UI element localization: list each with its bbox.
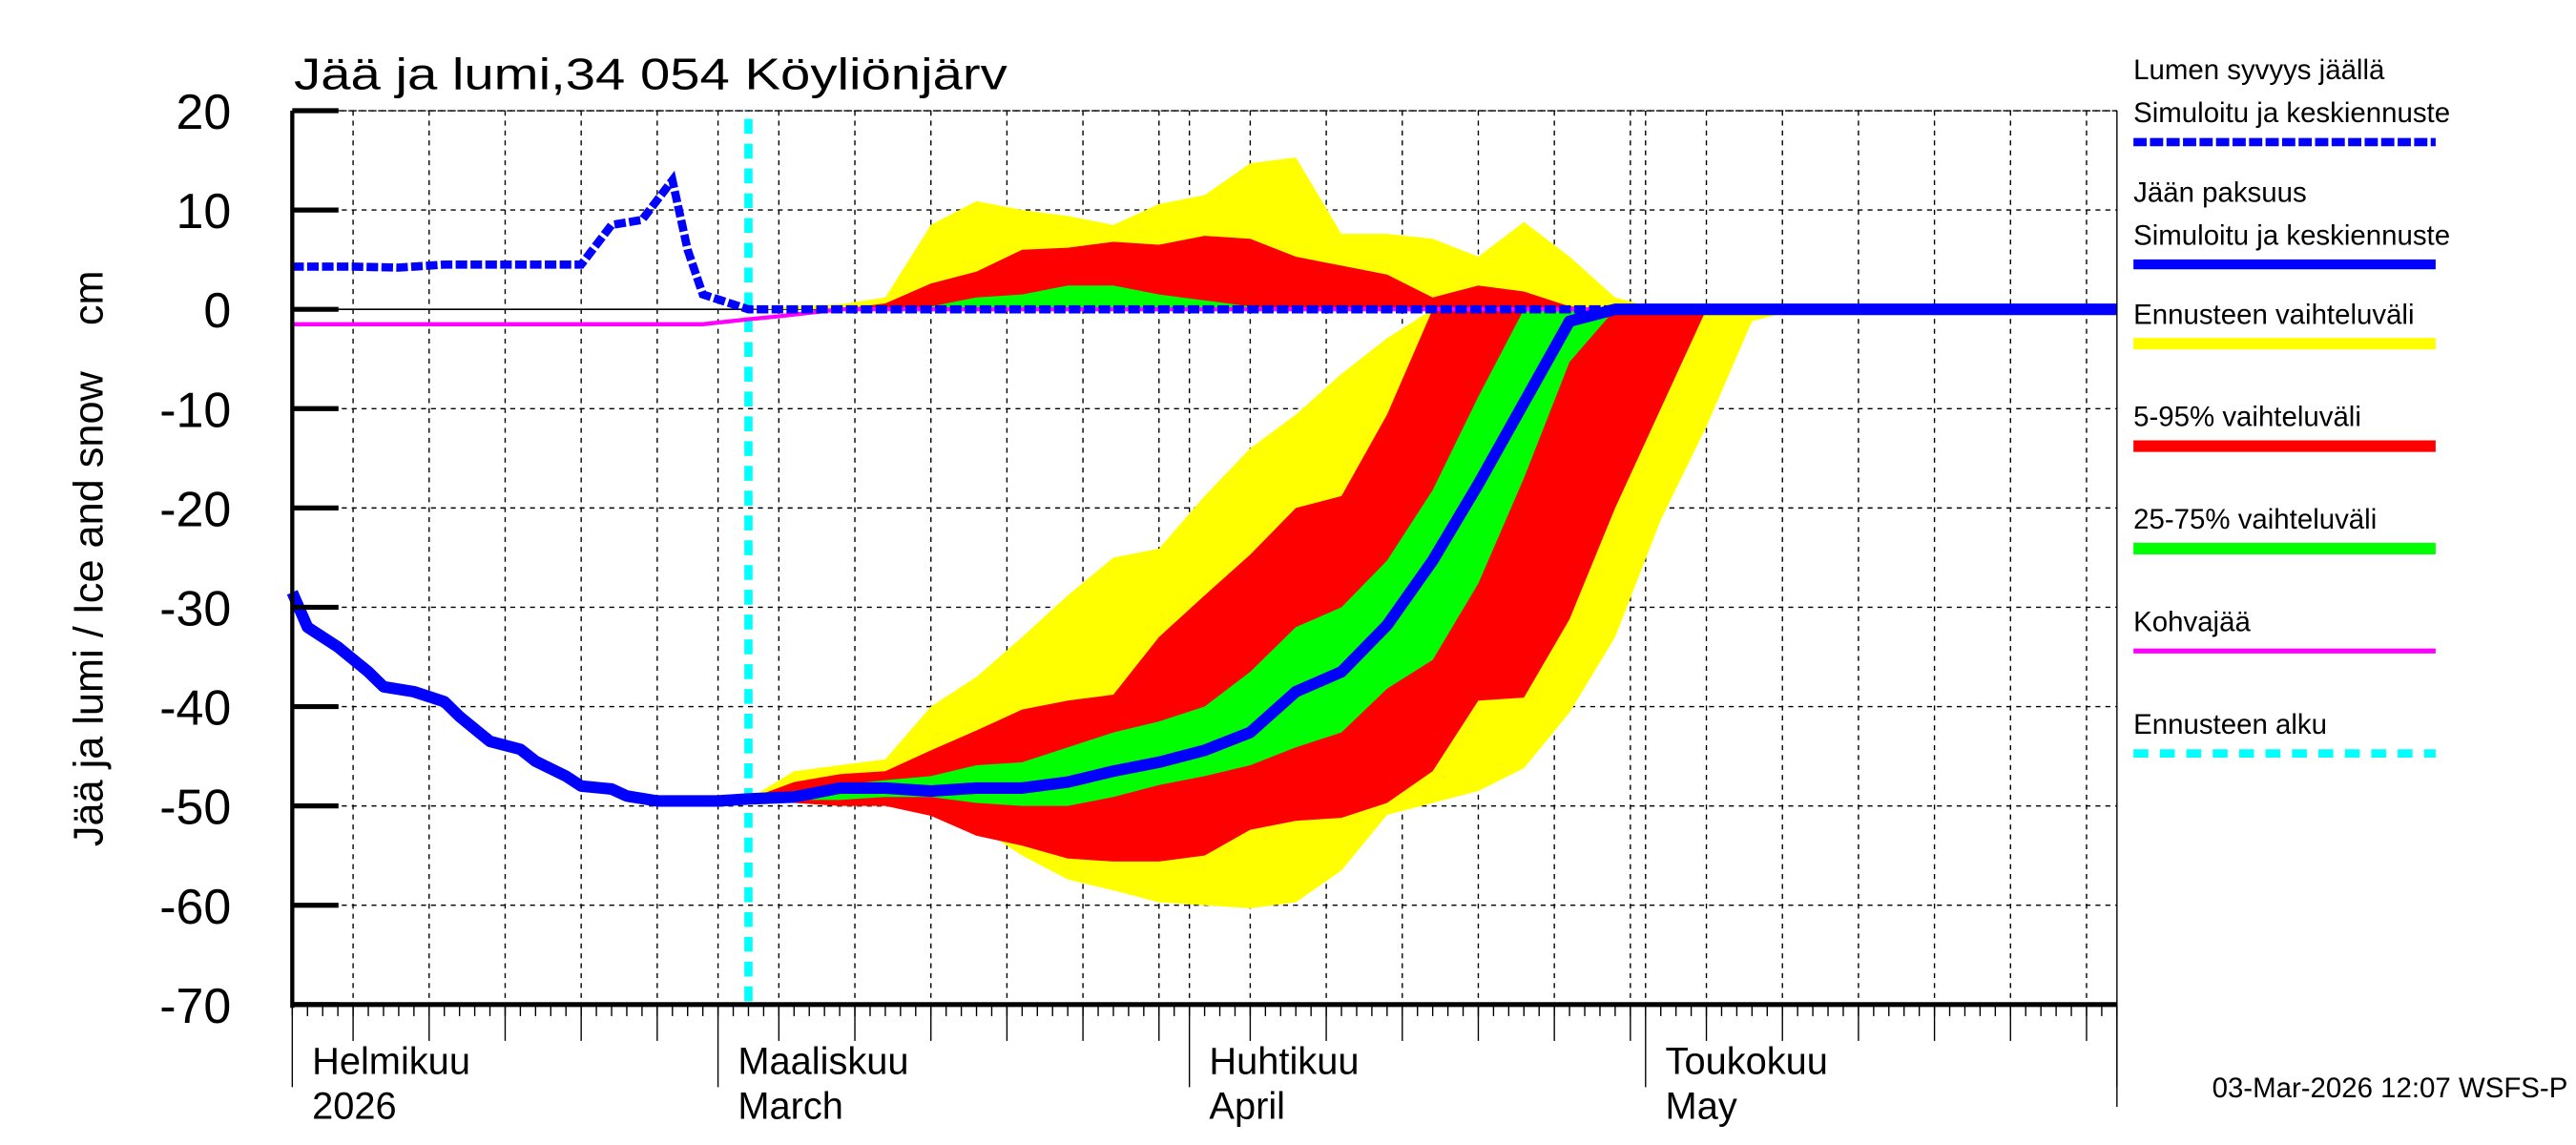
y-tick-label: -60 bbox=[159, 880, 231, 935]
legend-label: Ennusteen vaihteluväli bbox=[2133, 299, 2414, 330]
slush-ice-line bbox=[292, 307, 2117, 326]
legend-label: Lumen syvyys jäällä bbox=[2133, 54, 2385, 86]
y-tick-label: -10 bbox=[159, 383, 231, 438]
y-tick-label: -20 bbox=[159, 482, 231, 537]
month-label-en: May bbox=[1666, 1085, 1737, 1127]
legend-label: 5-95% vaihteluväli bbox=[2133, 402, 2361, 433]
y-tick-label: -50 bbox=[159, 781, 231, 836]
chart-title: Jää ja lumi,34 054 Köyliönjärv bbox=[294, 49, 1008, 98]
month-label-fi: Toukokuu bbox=[1666, 1041, 1828, 1083]
snow-25-75-band bbox=[748, 285, 2117, 310]
month-label-en: April bbox=[1209, 1085, 1285, 1127]
ice-thickness-line bbox=[286, 303, 2117, 807]
month-label-en: March bbox=[737, 1085, 843, 1127]
legend-label: Jään paksuus bbox=[2133, 177, 2307, 208]
month-label-en: 2026 bbox=[312, 1085, 397, 1127]
y-tick-label: -40 bbox=[159, 681, 231, 737]
legend-label: 25-75% vaihteluväli bbox=[2133, 504, 2377, 535]
y-tick-label: -70 bbox=[159, 979, 231, 1034]
footer-timestamp: 03-Mar-2026 12:07 WSFS-P bbox=[2212, 1072, 2568, 1104]
month-label-fi: Helmikuu bbox=[312, 1041, 470, 1083]
y-tick-label: 10 bbox=[177, 184, 232, 239]
legend-label: Kohvajää bbox=[2133, 606, 2251, 637]
y-tick-label: -30 bbox=[159, 581, 231, 636]
month-label-fi: Huhtikuu bbox=[1209, 1041, 1359, 1083]
legend-sublabel: Simuloitu ja keskiennuste bbox=[2133, 97, 2450, 129]
legend: Lumen syvyys jäällä Simuloitu ja keskienn… bbox=[2133, 54, 2450, 758]
y-axis-label: Jää ja lumi / Ice and snow cm bbox=[66, 270, 112, 846]
legend-sublabel: Simuloitu ja keskiennuste bbox=[2133, 219, 2450, 251]
y-tick-label: 0 bbox=[203, 283, 231, 339]
snow-depth-line bbox=[292, 170, 2117, 314]
series-lines bbox=[286, 118, 2117, 1005]
y-tick-label: 20 bbox=[177, 85, 232, 140]
month-label-fi: Maaliskuu bbox=[737, 1041, 908, 1083]
legend-label: Ennusteen alku bbox=[2133, 709, 2327, 740]
